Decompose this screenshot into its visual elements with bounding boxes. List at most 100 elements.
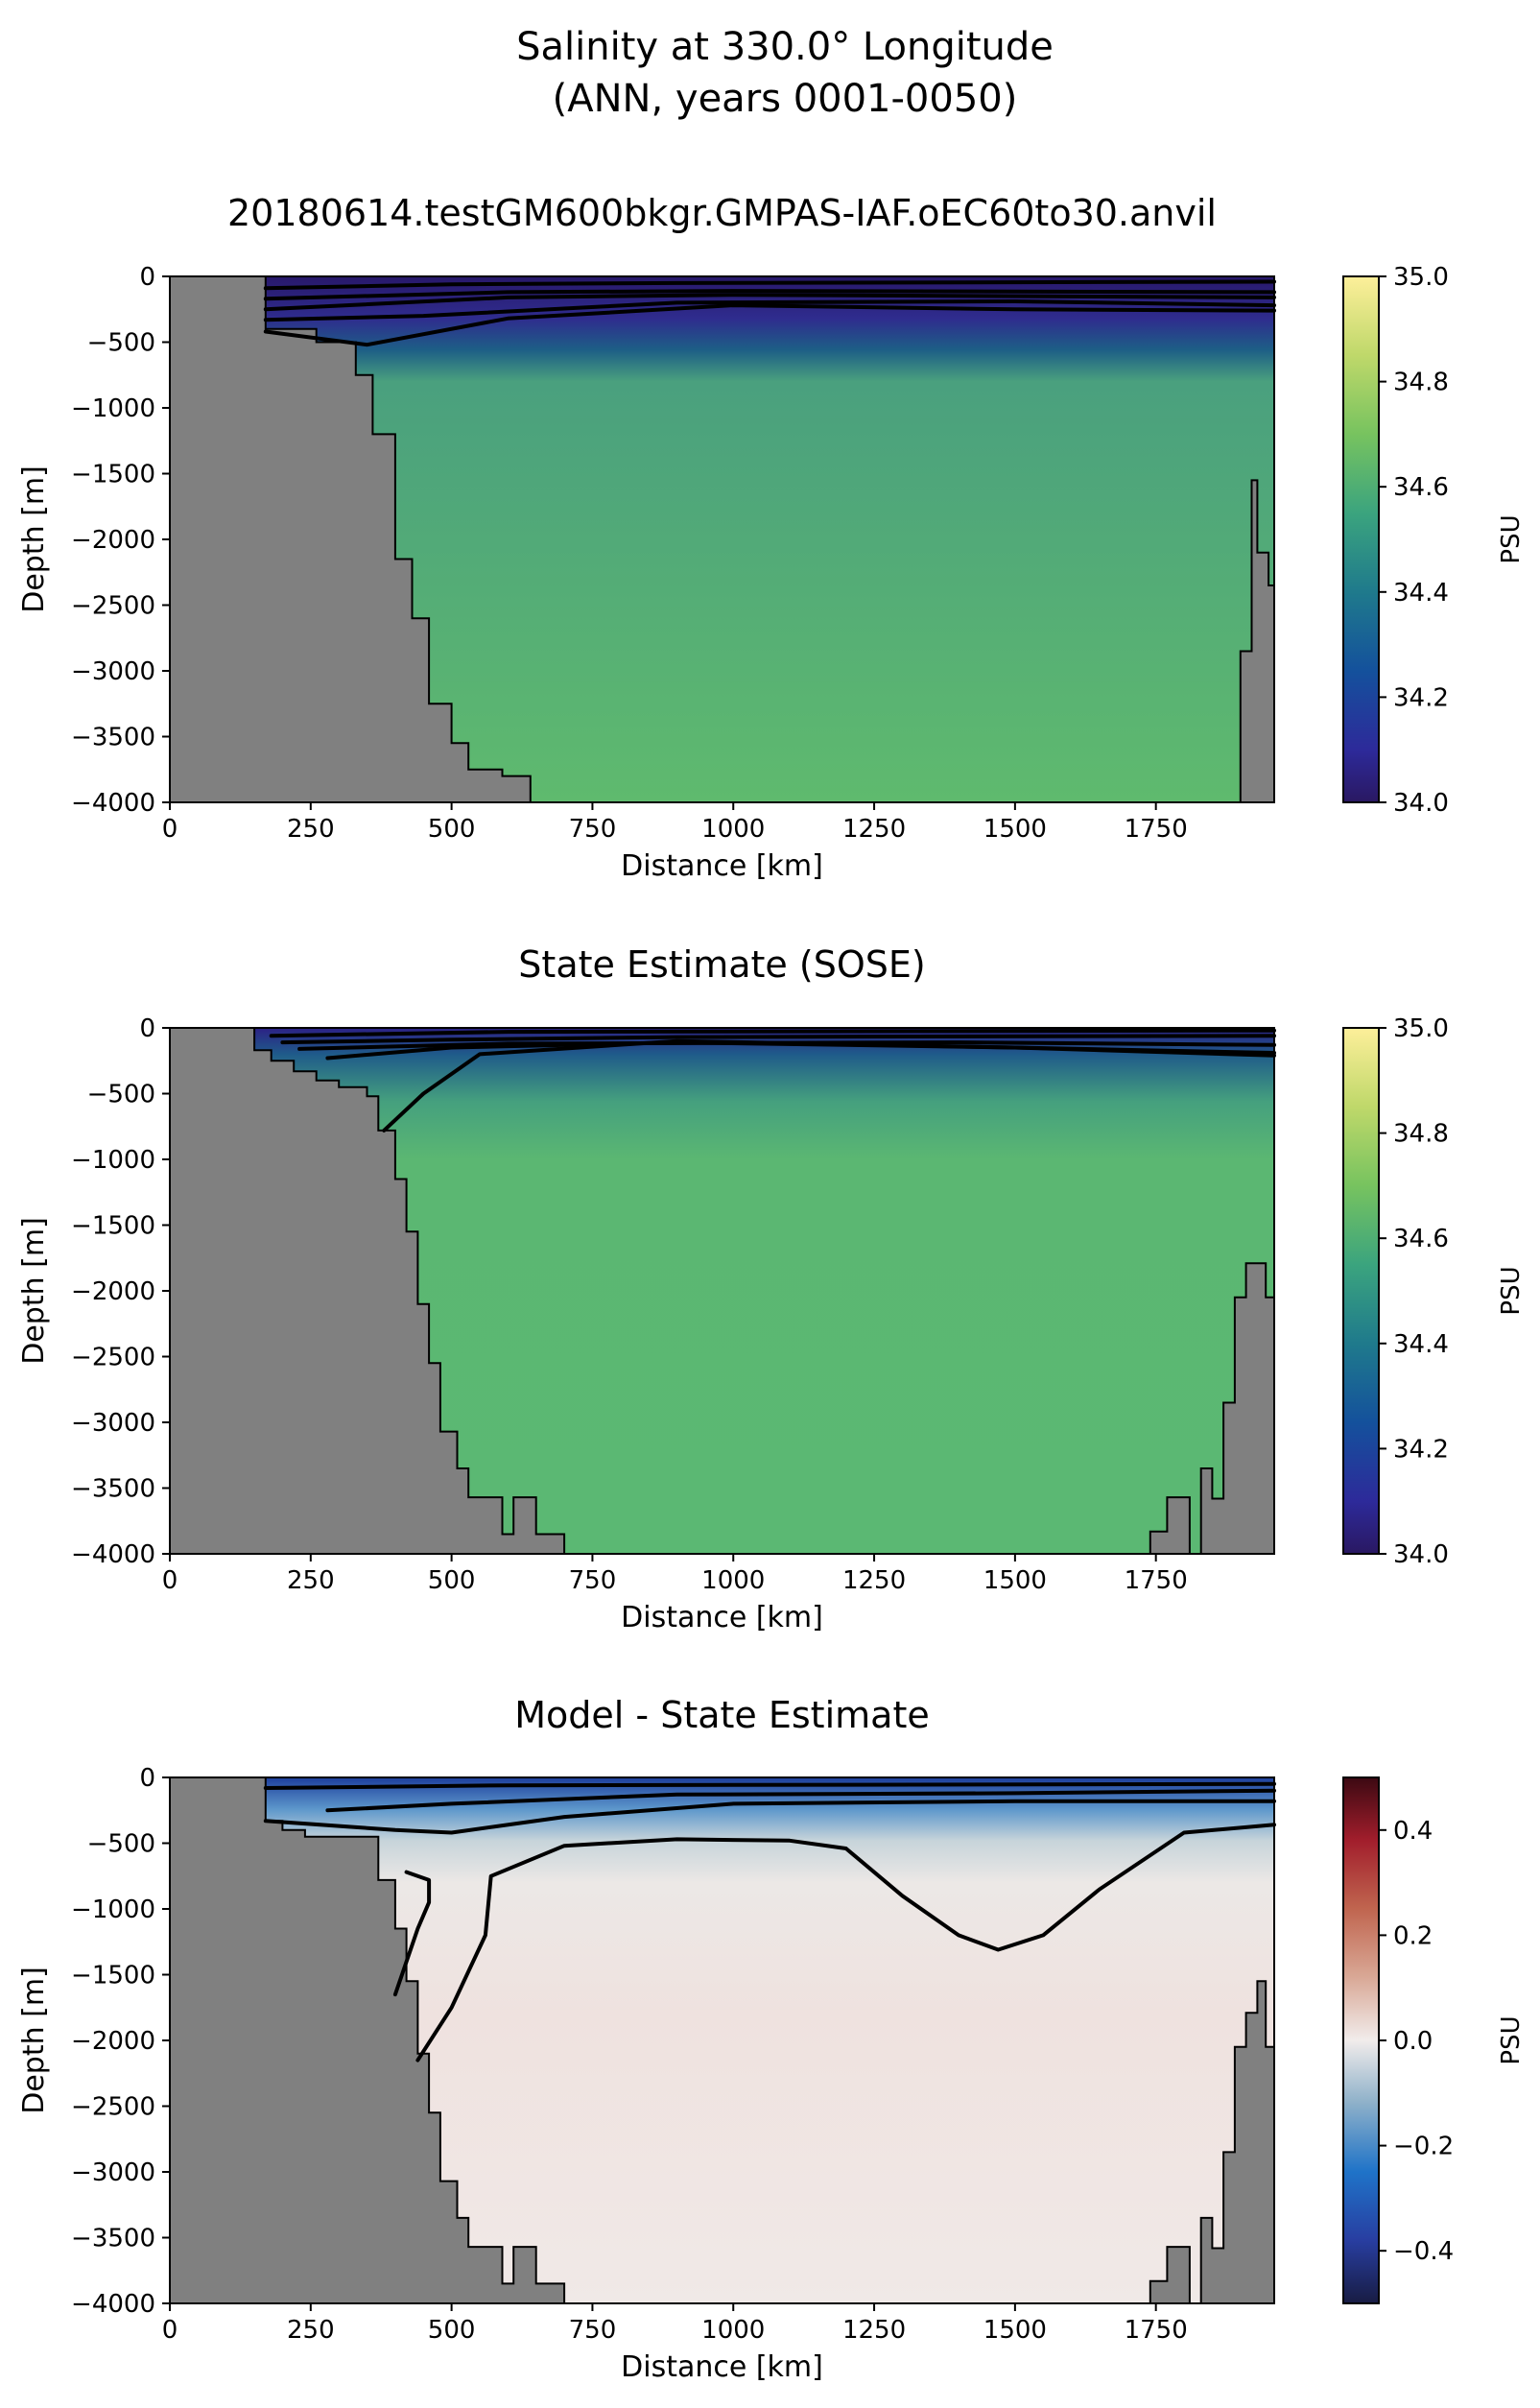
colorbar-tick-label: 0.0 [1393, 2027, 1433, 2056]
y-tick-label: −3500 [71, 724, 155, 752]
y-tick-label: −3000 [71, 2158, 155, 2187]
y-tick-label: −2500 [71, 592, 155, 621]
contour-line-1 [263, 1781, 1276, 1790]
colorbar [1342, 1776, 1380, 2304]
y-tick-label: 0 [139, 1764, 155, 1793]
figure-title-line1: Salinity at 330.0° Longitude [516, 25, 1054, 69]
panel-2: State Estimate (SOSE) 0 250 500 750 1000 1250 1… [17, 943, 1526, 1634]
x-tick-label: 500 [428, 2316, 476, 2345]
x-tick-label: 750 [569, 815, 617, 844]
x-tick-label: 500 [428, 815, 476, 844]
contour-line-5 [392, 1870, 432, 1997]
land-right [1239, 479, 1275, 803]
y-tick-label: −1500 [71, 1212, 155, 1241]
colorbar-tick-label: 34.0 [1393, 789, 1449, 818]
panel-title: State Estimate (SOSE) [518, 943, 925, 986]
colorbar-tick-label: 0.2 [1393, 1921, 1433, 1950]
y-tick-label: 0 [139, 1014, 155, 1043]
x-tick-label: 1750 [1125, 2316, 1188, 2345]
y-tick-label: −1500 [71, 461, 155, 489]
y-axis-label: Depth [m] [17, 465, 51, 613]
colorbar-tick-label: 34.2 [1393, 683, 1449, 712]
colorbar-label: PSU [1497, 2015, 1526, 2064]
x-axis-label: Distance [km] [621, 2350, 823, 2384]
contour-line-1 [263, 279, 1276, 291]
y-tick-label: −500 [87, 329, 155, 358]
land-left [169, 1776, 566, 2304]
y-tick-label: 0 [139, 263, 155, 292]
contour-line-5 [263, 303, 1276, 347]
colorbar-label: PSU [1497, 514, 1526, 563]
x-tick-label: 1250 [842, 815, 906, 844]
land-left [169, 1027, 566, 1555]
contour-line-4 [263, 299, 1276, 322]
x-tick-label: 0 [162, 1566, 178, 1595]
y-axis-label: Depth [m] [17, 1217, 51, 1365]
x-tick-label: 1500 [983, 2316, 1047, 2345]
x-tick-label: 1750 [1125, 1566, 1188, 1595]
x-tick-label: 1000 [701, 1566, 765, 1595]
panel-title: 20180614.testGM600bkgr.GMPAS-IAF.oEC60to… [227, 192, 1217, 234]
y-tick-label: −1500 [71, 1962, 155, 1991]
panel-1: 20180614.testGM600bkgr.GMPAS-IAF.oEC60to… [17, 192, 1526, 883]
x-tick-label: 0 [162, 815, 178, 844]
x-tick-label: 250 [287, 1566, 335, 1595]
x-tick-label: 1000 [701, 815, 765, 844]
y-tick-label: −4000 [71, 789, 155, 818]
x-tick-label: 1250 [842, 1566, 906, 1595]
y-tick-label: −2500 [71, 1344, 155, 1372]
y-tick-label: −3500 [71, 1475, 155, 1504]
colorbar-tick-label: 34.4 [1393, 579, 1449, 608]
colorbar-tick-label: 34.2 [1393, 1435, 1449, 1464]
x-tick-label: 1750 [1125, 815, 1188, 844]
colorbar-tick-label: 34.4 [1393, 1330, 1449, 1359]
colorbar-tick-label: 34.0 [1393, 1540, 1449, 1569]
y-tick-label: −3000 [71, 1409, 155, 1438]
x-tick-label: 1500 [983, 1566, 1047, 1595]
colorbar-tick-label: 35.0 [1393, 263, 1449, 292]
land-right [1149, 1262, 1275, 1555]
x-tick-label: 750 [569, 1566, 617, 1595]
x-axis-label: Distance [km] [621, 1601, 823, 1634]
colorbar [1342, 275, 1380, 803]
panel-title: Model - State Estimate [514, 1694, 929, 1736]
panel-3: Model - State Estimate 0 250 500 750 1000 1250… [17, 1694, 1526, 2384]
y-tick-label: −3000 [71, 657, 155, 686]
contour-line-4 [415, 1823, 1276, 2062]
x-tick-label: 0 [162, 2316, 178, 2345]
colorbar-tick-label: −0.4 [1393, 2237, 1454, 2266]
contour-line-5 [382, 1038, 1276, 1132]
y-tick-label: −2000 [71, 1277, 155, 1306]
contour-line-2 [280, 1034, 1276, 1045]
land-right [1149, 1980, 1275, 2304]
x-tick-label: 1500 [983, 815, 1047, 844]
y-axis-label: Depth [m] [17, 1967, 51, 2114]
colorbar-tick-label: 35.0 [1393, 1014, 1449, 1043]
x-axis-label: Distance [km] [621, 849, 823, 883]
contour-line-2 [263, 289, 1276, 301]
contour-line-3 [263, 293, 1276, 312]
y-tick-label: −3500 [71, 2225, 155, 2253]
x-tick-label: 1250 [842, 2316, 906, 2345]
land-left [169, 275, 532, 803]
x-tick-label: 500 [428, 1566, 476, 1595]
y-tick-label: −2000 [71, 526, 155, 555]
y-tick-label: −500 [87, 1830, 155, 1859]
colorbar-tick-label: 0.4 [1393, 1817, 1433, 1846]
colorbar-tick-label: −0.2 [1393, 2133, 1454, 2161]
colorbar [1342, 1027, 1380, 1555]
x-tick-label: 1000 [701, 2316, 765, 2345]
colorbar-label: PSU [1497, 1266, 1526, 1315]
y-tick-label: −1000 [71, 1146, 155, 1175]
x-tick-label: 750 [569, 2316, 617, 2345]
y-tick-label: −4000 [71, 1540, 155, 1569]
colorbar-tick-label: 34.6 [1393, 473, 1449, 502]
colorbar-tick-label: 34.8 [1393, 369, 1449, 397]
contour-line-3 [263, 1799, 1276, 1835]
x-tick-label: 250 [287, 2316, 335, 2345]
y-tick-label: −2500 [71, 2093, 155, 2122]
y-tick-label: −4000 [71, 2290, 155, 2319]
y-tick-label: −500 [87, 1081, 155, 1109]
y-tick-label: −1000 [71, 1895, 155, 1924]
